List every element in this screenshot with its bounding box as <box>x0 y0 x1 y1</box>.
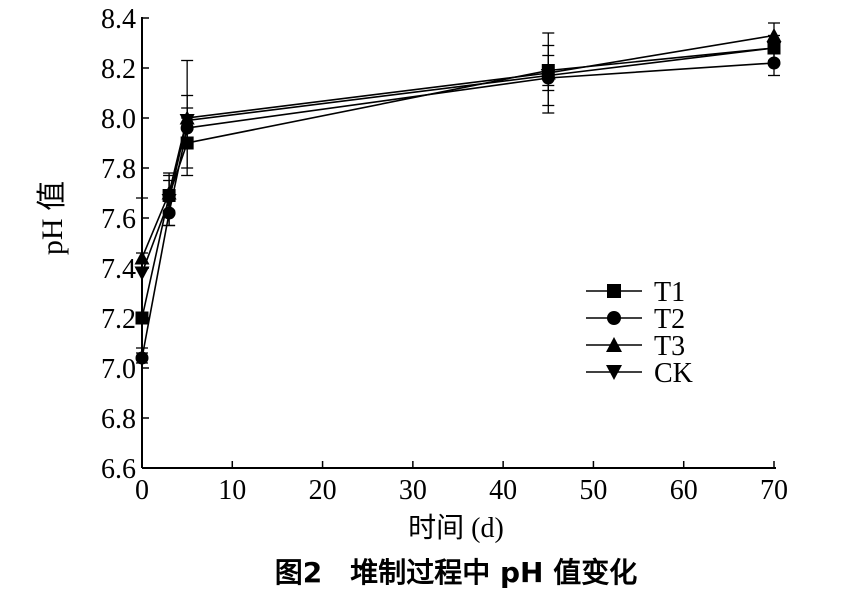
data-point-ck <box>766 41 782 56</box>
y-tick-label: 7.4 <box>101 254 136 285</box>
data-point-t1 <box>135 311 149 325</box>
legend-item-t2: T2 <box>586 304 685 335</box>
data-point-ck <box>134 266 150 281</box>
data-point-ck <box>540 69 556 83</box>
y-tick-label: 7.6 <box>101 204 136 235</box>
y-tick-label: 6.8 <box>101 404 136 435</box>
y-axis-label: pH 值 <box>36 181 69 255</box>
y-tick-label: 7.2 <box>101 304 136 335</box>
x-tick-label: 70 <box>760 475 788 506</box>
y-tick-label: 8.2 <box>101 54 136 85</box>
series-markers <box>134 28 782 365</box>
x-tick-label: 0 <box>135 475 149 506</box>
y-tick-label: 7.0 <box>101 354 136 385</box>
legend-item-t1: T1 <box>586 277 685 308</box>
legend-marker <box>606 365 622 380</box>
data-point-t2 <box>135 351 149 365</box>
figure-caption: 图2 堆制过程中 pH 值变化 <box>275 556 637 589</box>
data-point-t2 <box>767 56 781 70</box>
y-tick-label: 8.0 <box>101 104 136 135</box>
data-point-t3 <box>766 28 782 42</box>
data-point-t1 <box>180 136 194 150</box>
legend-marker <box>607 284 621 298</box>
legend-label: T2 <box>654 304 685 335</box>
y-ticks: 6.6 6.8 7.0 7.2 7.4 7.6 7.8 8.0 8.2 8.4 <box>101 4 149 485</box>
legend-label: T3 <box>654 331 685 362</box>
y-tick-label: 6.6 <box>101 454 136 485</box>
legend-label: T1 <box>654 277 685 308</box>
y-tick-label: 8.4 <box>101 4 136 35</box>
legend-item-ck: CK <box>586 358 693 389</box>
x-axis-label: 时间 (d) <box>408 512 504 544</box>
data-point-ck <box>161 194 177 208</box>
legend-item-t3: T3 <box>586 331 685 362</box>
legend-label: CK <box>654 358 693 389</box>
x-ticks: 0 10 20 30 40 50 60 70 <box>135 461 788 506</box>
data-point-t2 <box>162 206 176 220</box>
x-tick-label: 20 <box>309 475 337 506</box>
x-tick-label: 10 <box>218 475 246 506</box>
y-tick-label: 7.8 <box>101 154 136 185</box>
x-tick-label: 30 <box>399 475 427 506</box>
x-tick-label: 40 <box>489 475 517 506</box>
series-line-ck <box>141 47 775 274</box>
data-point-ck <box>179 114 195 128</box>
data-point-t3 <box>134 250 150 265</box>
x-tick-label: 50 <box>579 475 607 506</box>
legend-marker <box>607 311 621 325</box>
x-tick-label: 60 <box>670 475 698 506</box>
legend-marker <box>606 337 622 352</box>
